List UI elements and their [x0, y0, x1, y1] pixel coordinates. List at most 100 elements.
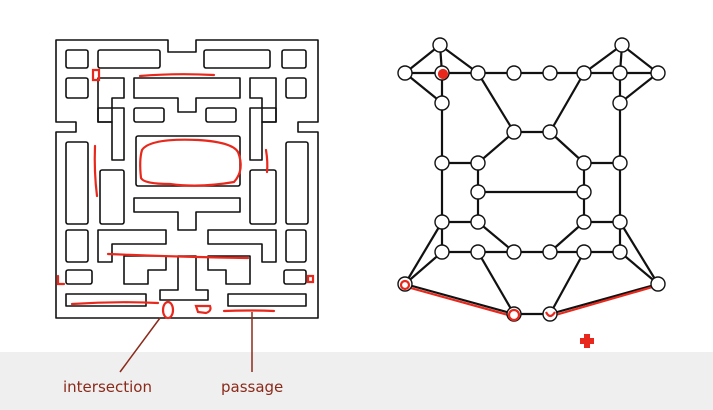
graph-vertex: [576, 155, 592, 171]
maze-block: [65, 293, 147, 307]
graph-vertex: [470, 214, 486, 230]
graph-edge: [583, 44, 623, 74]
vertex-highlight: [437, 68, 449, 80]
footer-band: [0, 352, 713, 410]
maze-block: [65, 229, 89, 263]
graph-edge: [404, 72, 443, 104]
graph-edge: [439, 44, 479, 74]
maze-block: [159, 255, 209, 301]
graph-edge: [477, 221, 515, 253]
graph-vertex: [612, 155, 628, 171]
passage-stroke: [264, 148, 269, 174]
maze-block: [207, 229, 277, 263]
maze-block: [283, 269, 307, 285]
marker-square: [56, 274, 66, 286]
graph-vertex: [470, 244, 486, 260]
graph-vertex: [470, 65, 486, 81]
vertex-highlight: [399, 279, 411, 291]
maze-block: [285, 229, 307, 263]
graph-vertex: [397, 65, 413, 81]
passage-stroke: [106, 252, 250, 260]
graph-vertex: [542, 306, 558, 322]
graph-vertex: [612, 244, 628, 260]
maze-block: [65, 141, 89, 225]
graph-vertex: [612, 65, 628, 81]
passage-marker: [194, 304, 212, 315]
maze-block: [281, 49, 307, 69]
maze-block: [285, 141, 309, 225]
graph-edge: [477, 131, 515, 164]
graph-vertex: [506, 244, 522, 260]
passage-stroke: [222, 309, 276, 313]
maze-block: [133, 197, 241, 231]
maze-block: [99, 169, 125, 225]
maze-block: [205, 107, 237, 123]
vertex-highlight: [507, 308, 521, 322]
graph-vertex: [434, 244, 450, 260]
graph-edge: [404, 221, 443, 285]
graph-annotations: [405, 284, 658, 318]
highlighted-edge: [405, 285, 514, 318]
ghost-house-loop: [139, 138, 242, 187]
graph-vertex: [434, 214, 450, 230]
graph-vertex: [612, 214, 628, 230]
passage-label: passage: [221, 378, 283, 396]
vertex-highlight: [545, 311, 556, 318]
graph-vertex: [434, 155, 450, 171]
graph-vertex: [434, 95, 450, 111]
maze-block: [133, 107, 165, 123]
graph-vertex: [576, 184, 592, 200]
graph-vertex: [506, 65, 522, 81]
graph-vertex: [542, 244, 558, 260]
maze-block: [249, 169, 277, 225]
graph-vertex: [576, 65, 592, 81]
cursor-cross-icon: [580, 334, 594, 348]
marker-square: [91, 68, 101, 82]
graph-edge: [404, 282, 515, 316]
maze-block: [133, 77, 241, 113]
maze-block: [227, 293, 307, 307]
passage-stroke: [138, 73, 216, 78]
maze-annotations: [56, 68, 315, 320]
graph-vertex: [612, 95, 628, 111]
maze-outer-wall: [55, 39, 319, 319]
maze-block: [123, 255, 167, 285]
label-pointers: [119, 312, 253, 373]
intersection-marker: [161, 300, 175, 320]
graph-vertex: [506, 124, 522, 140]
graph-edge: [404, 251, 443, 285]
graph-edge: [477, 72, 515, 133]
graph-vertex: [470, 184, 486, 200]
maze-block: [97, 49, 161, 69]
passage-stroke: [70, 301, 160, 306]
maze-block: [65, 49, 89, 69]
graph-vertex: [470, 155, 486, 171]
graph-edge: [619, 251, 659, 285]
vertex-annotations: [399, 68, 556, 322]
maze: [55, 39, 319, 319]
graph-edge: [477, 251, 515, 315]
maze-block: [285, 77, 307, 99]
intersection-pointer: [119, 317, 161, 373]
maze-block: [65, 269, 93, 285]
passage-stroke: [93, 144, 99, 198]
graph-edges: [404, 44, 659, 316]
intersection-label: intersection: [63, 378, 152, 396]
maze-block: [97, 77, 125, 123]
maze-block: [207, 255, 251, 285]
graph-edge: [549, 72, 585, 133]
graph-vertex: [650, 276, 666, 292]
graph-vertex: [614, 37, 630, 53]
maze-block: [249, 77, 277, 123]
maze-block: [97, 107, 125, 161]
highlighted-edge: [550, 284, 658, 318]
maze-block: [249, 107, 277, 161]
maze-block: [97, 229, 167, 263]
graph-edge: [549, 282, 659, 316]
graph-edge: [619, 221, 659, 285]
graph-vertex: [542, 124, 558, 140]
graph-edge: [619, 72, 659, 104]
graph-vertex: [542, 65, 558, 81]
